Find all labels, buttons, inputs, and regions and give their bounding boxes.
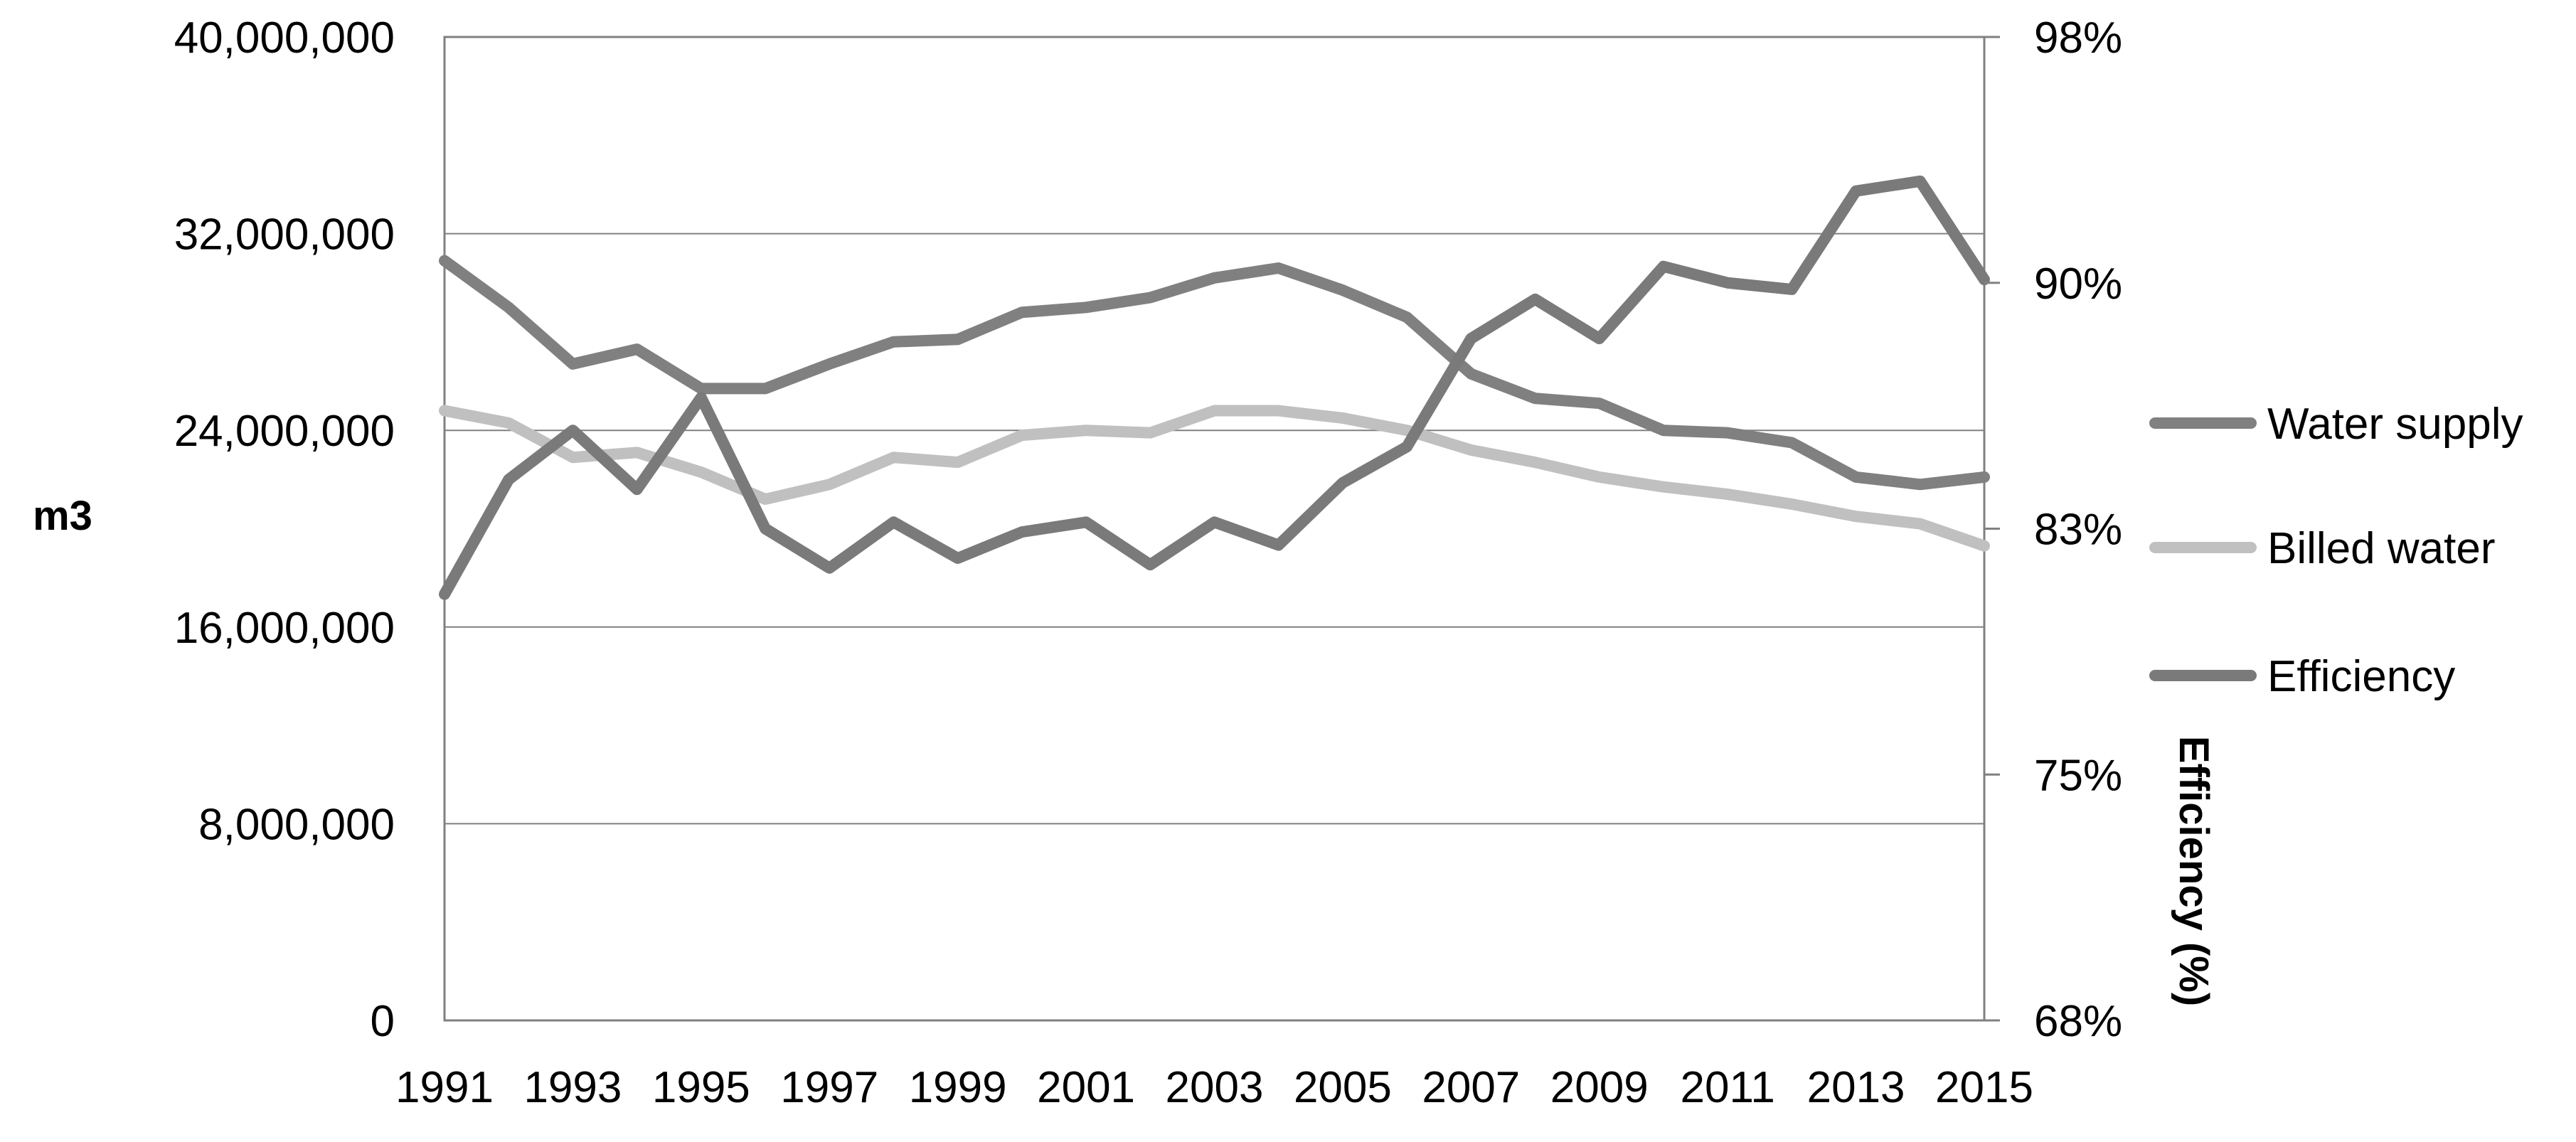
x-tick-label: 2007: [1422, 1063, 1520, 1112]
x-tick-label: 1993: [523, 1063, 622, 1112]
x-tick-label: 2005: [1294, 1063, 1392, 1112]
y-tick-label: 32,000,000: [174, 210, 395, 260]
y-axis-title: m3: [33, 493, 92, 539]
legend: Water supply Billed water Efficiency: [2149, 400, 2523, 701]
x-tick-label: 1991: [395, 1063, 494, 1112]
legend-label: Billed water: [2267, 524, 2495, 573]
y2-tick-label: 98%: [2034, 14, 2122, 63]
x-tick-label: 2013: [1807, 1063, 1905, 1112]
series-line-water-supply: [439, 255, 1990, 491]
x-tick-label: 1995: [652, 1063, 750, 1112]
legend-label: Water supply: [2267, 400, 2523, 449]
x-tick-label: 1997: [780, 1063, 878, 1112]
series-line-billed-water: [439, 405, 1990, 552]
y-tick-label: 16,000,000: [174, 604, 395, 653]
y2-axis-title: Efficiency (%): [2171, 736, 2217, 1006]
series-line-efficiency: [439, 175, 1990, 600]
x-tick-label: 2009: [1550, 1063, 1649, 1112]
y2-tick-label: 75%: [2034, 751, 2122, 800]
y2-tick-label: 90%: [2034, 260, 2122, 309]
x-tick-label: 2001: [1037, 1063, 1135, 1112]
x-tick-label: 1999: [909, 1063, 1007, 1112]
y2-tick-label: 68%: [2034, 997, 2122, 1046]
x-tick-label: 2003: [1166, 1063, 1264, 1112]
x-tick-label: 2011: [1681, 1063, 1775, 1112]
legend-label: Efficiency: [2267, 652, 2455, 701]
y-tick-label: 0: [371, 997, 395, 1046]
y-tick-label: 40,000,000: [174, 14, 395, 63]
x-tick-label: 2015: [1935, 1063, 2033, 1112]
y-tick-label: 8,000,000: [198, 800, 395, 849]
y-tick-label: 24,000,000: [174, 407, 395, 456]
y2-tick-label: 83%: [2034, 506, 2122, 555]
